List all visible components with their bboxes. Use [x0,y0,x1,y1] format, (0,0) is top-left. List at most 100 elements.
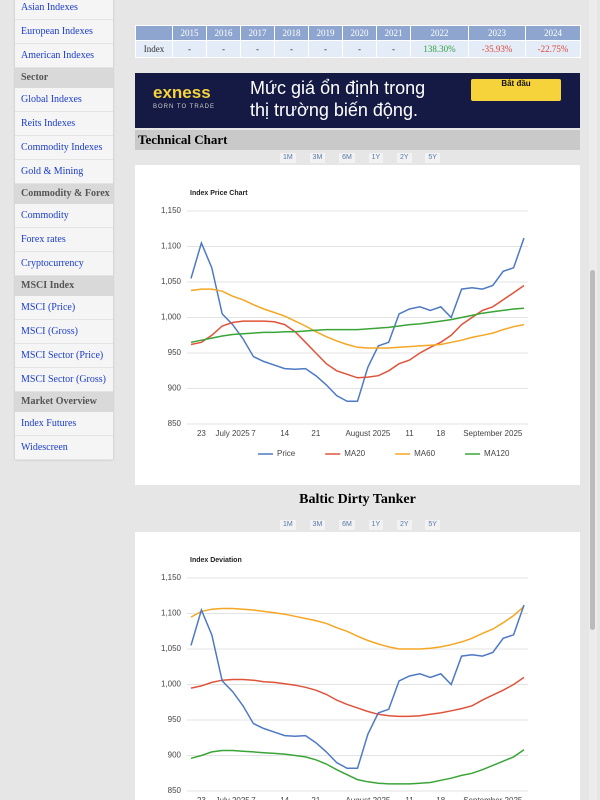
sidebar-link[interactable]: Cryptocurrency [15,252,113,276]
sidebar-link[interactable]: MSCI Sector (Gross) [15,368,113,392]
x-tick-label: July 2025 [216,429,251,438]
range-button[interactable]: 5Y [425,153,440,163]
sidebar-link[interactable]: Asian Indexes [15,0,113,20]
range-button[interactable]: 2Y [397,520,412,530]
series-line [190,284,525,379]
sidebar-link[interactable]: American Indexes [15,44,113,68]
y-tick-label: 1,100 [161,242,182,251]
column-header: 2018 [274,25,309,41]
scrollbar[interactable] [589,0,597,800]
x-tick-label: 18 [436,796,445,800]
ad-banner[interactable]: exness BORN TO TRADE Mức giá ổn định tro… [135,73,580,128]
sidebar-link[interactable]: Index Futures [15,412,113,436]
x-tick-label: 21 [311,796,320,800]
sidebar-link[interactable]: Gold & Mining [15,160,113,184]
table-cell: - [376,40,411,58]
x-tick-label: September 2025 [463,429,523,438]
x-tick-label: 14 [280,796,289,800]
y-tick-label: 1,100 [161,609,182,618]
column-header: 2015 [172,25,207,41]
x-tick-label: August 2025 [345,796,390,800]
section-title: Technical Chart [135,130,580,150]
range-button[interactable]: 3M [309,520,326,530]
chart: Index Deviation 1,150 1,100 1,050 1,000 950 90… [135,532,580,800]
table-corner [135,25,173,41]
sidebar-link[interactable]: Reits Indexes [15,112,113,136]
sidebar-link[interactable]: MSCI (Gross) [15,320,113,344]
series-line [190,237,525,403]
sidebar-link[interactable]: Global Indexes [15,88,113,112]
banner-button[interactable]: Bắt đầu [471,79,561,101]
range-button[interactable]: 1Y [368,153,384,163]
range-button[interactable]: 1M [280,153,296,163]
x-tick-label: 21 [311,429,320,438]
column-header: 2023 [468,25,526,41]
table-cell: - [308,40,343,58]
y-tick-label: 900 [168,384,182,393]
range-button[interactable]: 6M [339,153,355,163]
y-tick-label: 1,150 [161,573,182,582]
table-cell: -35.93% [468,40,526,58]
x-tick-label: 11 [405,429,414,438]
range-button[interactable]: 6M [339,520,355,530]
table-row: Index - - - - - - -138.30% -35.93% -22.75% [135,40,581,58]
sidebar-link[interactable]: Widescreen [15,436,113,460]
column-header: 2021 [376,25,411,41]
column-header: 2019 [308,25,343,41]
y-tick-label: 1,000 [161,313,182,322]
banner-brand: exness [153,83,211,102]
table-cell: - [240,40,275,58]
range-buttons: 1M 3M 6M 1Y 2Y 5Y [280,153,440,163]
chart-title: Index Price Chart [190,190,248,197]
y-tick-label: 900 [168,751,182,760]
x-tick-label: 23 [197,796,206,800]
sidebar: Asian Indexes European Indexes American In… [15,0,113,460]
y-tick-label: 1,050 [161,277,182,286]
sidebar-link[interactable]: MSCI (Price) [15,296,113,320]
table-cell: - [274,40,309,58]
banner-headline: Mức giá ổn định trong [250,78,426,98]
y-tick-label: 1,050 [161,644,182,653]
sidebar-heading: Sector [15,68,113,88]
sidebar-link[interactable]: Forex rates [15,228,113,252]
column-header: 2016 [206,25,241,41]
range-button[interactable]: 5Y [425,520,440,530]
column-header: 2024 [525,25,581,41]
series-line [190,676,525,718]
x-tick-label: August 2025 [345,429,390,438]
sidebar-link[interactable]: Commodity Indexes [15,136,113,160]
range-button[interactable]: 1M [280,520,296,530]
chart-title: Index Deviation [190,557,242,564]
column-header: 2022 [410,25,469,41]
range-button[interactable]: 2Y [397,153,412,163]
legend-label: MA120 [484,449,510,458]
table-cell: 138.30% [410,40,469,58]
sidebar-link[interactable]: MSCI Sector (Price) [15,344,113,368]
x-tick-label: 7 [251,796,256,800]
sidebar-link[interactable]: European Indexes [15,20,113,44]
y-tick-label: 950 [168,348,182,357]
table-cell: - [342,40,377,58]
x-tick-label: 11 [405,796,414,800]
range-button[interactable]: 3M [309,153,326,163]
table-cell: - [206,40,241,58]
x-tick-label: July 2025 [216,796,251,800]
banner-tagline: BORN TO TRADE [153,104,216,110]
column-header: 2020 [342,25,377,41]
series-line [190,288,525,349]
sidebar-link[interactable]: Commodity [15,204,113,228]
legend-label: MA20 [344,449,365,458]
banner-headline: thị trường biến động. [250,100,418,120]
y-tick-label: 950 [168,715,182,724]
legend-label: MA60 [414,449,435,458]
series-line [190,604,525,770]
x-tick-label: 18 [436,429,445,438]
x-tick-label: September 2025 [463,796,523,800]
legend-label: Price [277,449,296,458]
x-tick-label: 23 [197,429,206,438]
range-buttons: 1M 3M 6M 1Y 2Y 5Y [280,520,440,530]
range-button[interactable]: 1Y [368,520,384,530]
table-cell: - [172,40,207,58]
stats-table: 2015 2016 2017 2018 2019 2020 2021 2022 2023 2024… [135,25,581,58]
